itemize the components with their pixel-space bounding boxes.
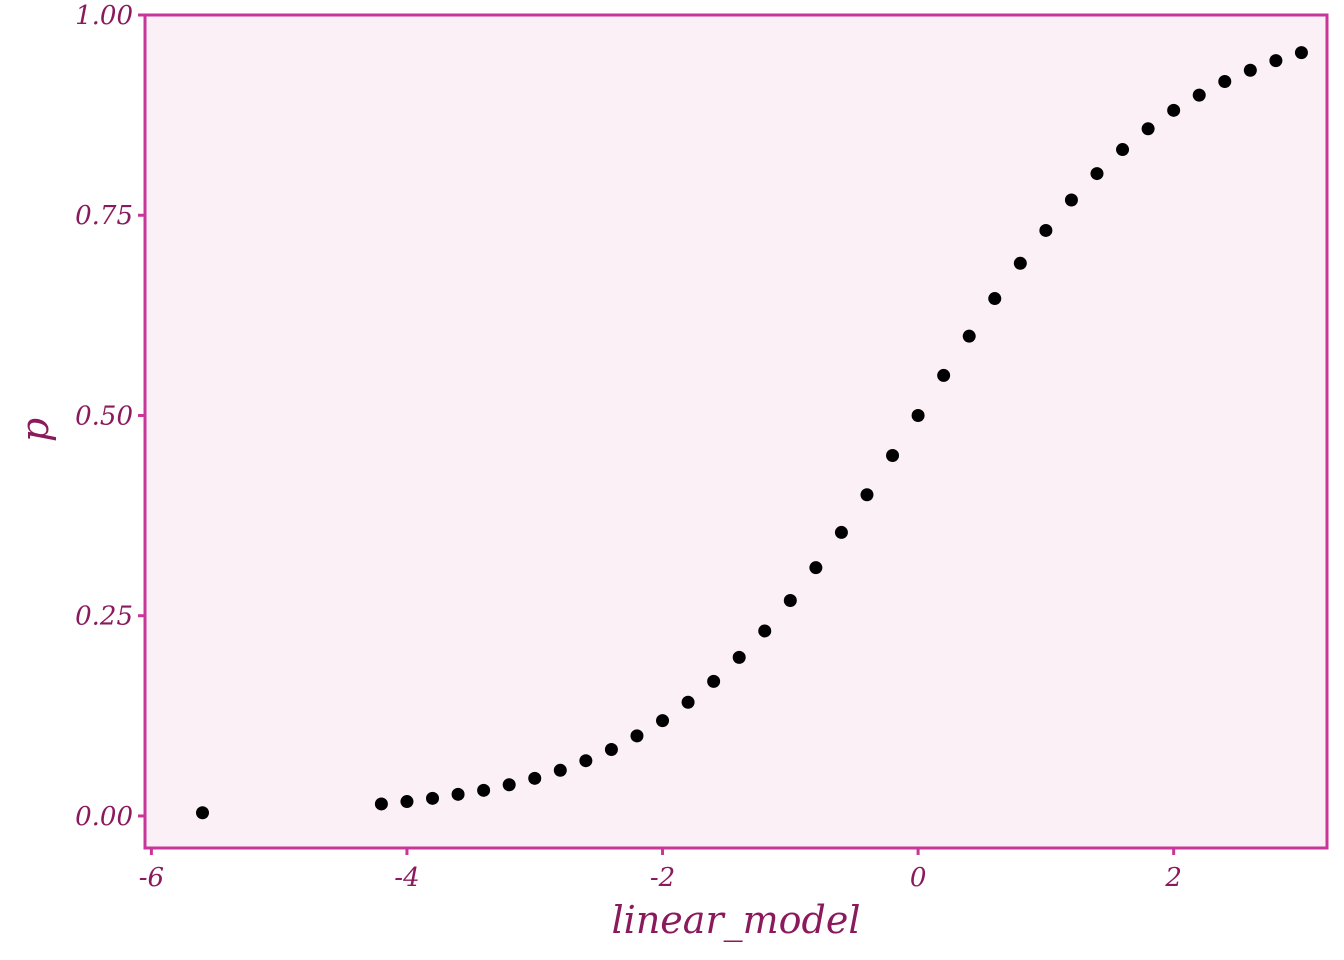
y-axis-title: p (13, 418, 57, 442)
data-point (1294, 46, 1308, 60)
data-point (962, 329, 976, 343)
x-axis-title: linear_model (612, 898, 861, 943)
data-point (1167, 103, 1181, 117)
data-point (1218, 74, 1232, 88)
data-point (707, 674, 721, 688)
data-point (502, 778, 516, 792)
data-point (1192, 88, 1206, 102)
data-point (809, 561, 823, 575)
data-point (528, 771, 542, 785)
x-tick-label: -2 (650, 863, 675, 893)
x-tick-label: -4 (394, 863, 419, 893)
data-point (911, 408, 925, 422)
data-point (1116, 143, 1130, 157)
y-tick-label: 1.00 (75, 1, 133, 31)
y-axis: 0.00 0.25 0.50 0.75 1.00 (75, 1, 145, 832)
data-point (834, 525, 848, 539)
data-point (988, 292, 1002, 306)
y-tick-label: 0.75 (75, 201, 133, 231)
y-tick-label: 0.25 (75, 602, 133, 632)
data-point (630, 729, 644, 743)
data-point (886, 449, 900, 463)
data-point (1090, 167, 1104, 181)
data-point (783, 594, 797, 608)
data-point (374, 797, 388, 811)
data-point (196, 806, 210, 820)
data-point (1039, 223, 1053, 237)
data-point (656, 714, 670, 728)
x-axis: -6 -4 -2 0 2 (139, 848, 1182, 893)
data-points (196, 46, 1308, 820)
data-point (604, 742, 618, 756)
data-point (579, 754, 593, 768)
data-point (732, 650, 746, 664)
data-point (426, 791, 440, 805)
data-point (1064, 193, 1078, 207)
data-point (937, 368, 951, 382)
x-tick-label: 0 (910, 863, 927, 893)
y-tick-label: 0.50 (75, 401, 133, 431)
data-point (1269, 54, 1283, 68)
x-tick-label: -6 (139, 863, 164, 893)
data-point (758, 624, 772, 638)
data-point (477, 783, 491, 797)
plot-panel (143, 13, 1329, 850)
data-point (553, 763, 567, 777)
data-point (681, 695, 695, 709)
y-tick-label: 0.00 (75, 802, 133, 832)
data-point (400, 795, 414, 809)
data-point (1141, 122, 1155, 136)
data-point (860, 488, 874, 502)
data-point (451, 787, 465, 801)
x-tick-label: 2 (1164, 863, 1182, 893)
data-point (1243, 63, 1257, 77)
data-point (1013, 256, 1027, 270)
